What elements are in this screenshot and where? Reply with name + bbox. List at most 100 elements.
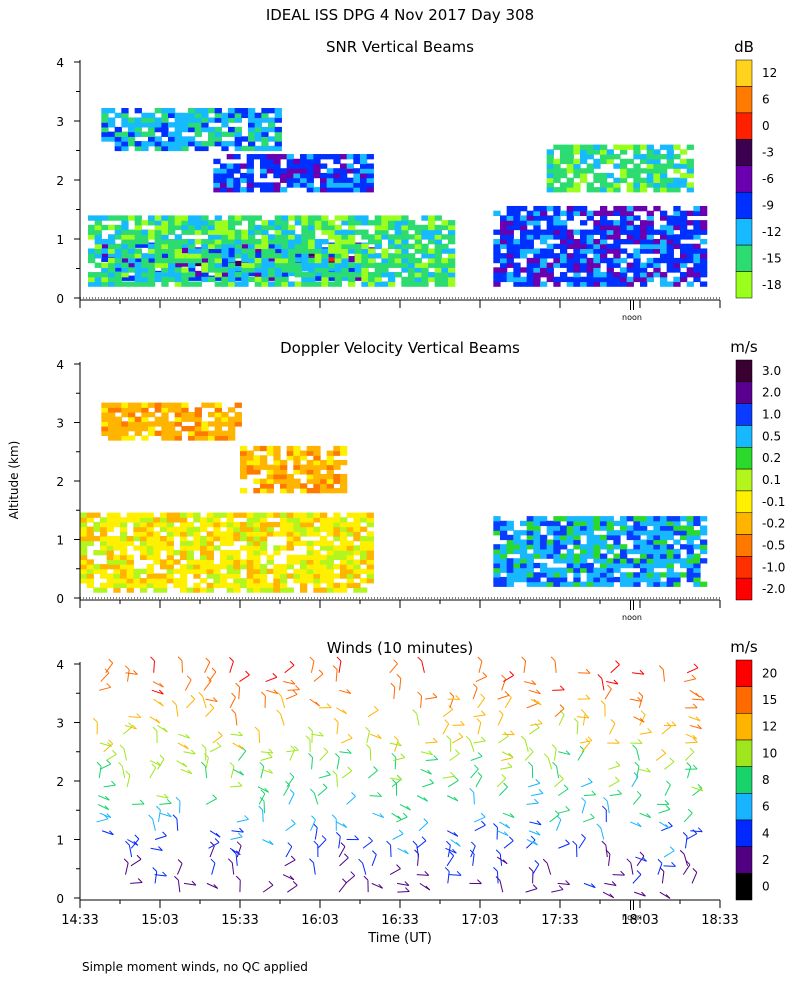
heatmap-cell	[213, 187, 221, 193]
heatmap-cell	[546, 243, 554, 250]
wind-barb-feather	[661, 749, 667, 754]
heatmap-cell	[160, 578, 168, 584]
heatmap-cell	[693, 248, 701, 254]
wind-barb	[475, 676, 487, 683]
heatmap-cell	[281, 224, 289, 231]
wind-barb-feather	[158, 846, 163, 851]
heatmap-cell	[220, 168, 228, 174]
heatmap-cell	[346, 154, 354, 160]
heatmap-cell	[154, 421, 162, 427]
heatmap-cell	[448, 229, 456, 235]
heatmap-cell	[606, 534, 614, 541]
wind-barb-feather	[400, 753, 406, 759]
heatmap-cell	[640, 548, 648, 555]
heatmap-cell	[368, 257, 376, 264]
wind-barb-feather	[92, 717, 98, 723]
heatmap-cell	[326, 478, 334, 484]
heatmap-cell	[493, 276, 501, 283]
heatmap-cell	[194, 229, 202, 235]
heatmap-cell	[140, 526, 148, 532]
wind-barb-feather	[358, 858, 363, 864]
heatmap-cell	[673, 262, 681, 268]
heatmap-cell	[80, 578, 88, 584]
heatmap-cell	[333, 473, 341, 480]
heatmap-cell	[226, 587, 234, 593]
wind-barb	[261, 768, 273, 774]
heatmap-cell	[586, 168, 594, 174]
heatmap-cell	[234, 253, 242, 259]
colorbar-label: 0.1	[762, 473, 781, 487]
heatmap-cell	[148, 122, 156, 128]
heatmap-cell	[114, 262, 122, 268]
heatmap-cell	[680, 534, 688, 541]
heatmap-cell	[101, 421, 109, 427]
heatmap-cell	[308, 220, 316, 226]
heatmap-cell	[194, 126, 202, 133]
wind-barb-feather	[535, 779, 541, 784]
heatmap-cell	[633, 239, 641, 245]
heatmap-cell	[268, 108, 276, 114]
wind-barb-feather	[406, 805, 411, 811]
heatmap-cell	[686, 243, 694, 250]
wind-barb	[317, 839, 327, 849]
wind-barb-feather	[620, 870, 625, 876]
heatmap-cell	[660, 248, 668, 254]
heatmap-cell	[126, 517, 134, 523]
heatmap-cell	[186, 521, 194, 528]
heatmap-cell	[286, 450, 294, 456]
heatmap-cell	[506, 558, 514, 564]
heatmap-cell	[666, 220, 674, 226]
wind-barb-feather	[210, 858, 216, 864]
wind-barb	[635, 856, 647, 862]
heatmap-cell	[213, 526, 221, 532]
heatmap-cell	[640, 177, 648, 183]
heatmap-cell	[626, 210, 634, 216]
heatmap-cell	[428, 234, 436, 240]
heatmap-cell	[573, 567, 581, 573]
heatmap-cell	[388, 224, 396, 231]
heatmap-cell	[673, 144, 681, 150]
heatmap-cell	[620, 163, 628, 169]
heatmap-cell	[613, 272, 621, 278]
heatmap-cell	[666, 525, 674, 531]
heatmap-cell	[340, 154, 348, 160]
heatmap-cell	[114, 131, 122, 137]
heatmap-cell	[680, 253, 688, 259]
heatmap-cell	[188, 248, 196, 254]
heatmap-cell	[348, 262, 356, 268]
heatmap-cell	[586, 276, 594, 283]
heatmap-cell	[566, 158, 574, 165]
heatmap-cell	[340, 445, 348, 452]
heatmap-cell	[680, 172, 688, 179]
heatmap-cell	[540, 215, 548, 221]
heatmap-cell	[334, 229, 342, 235]
wind-barb	[149, 767, 157, 779]
wind-barb	[526, 702, 539, 709]
wind-barb-feather	[206, 676, 212, 682]
heatmap-cell	[294, 256, 302, 263]
heatmap-cell	[646, 581, 654, 587]
wind-barb-feather	[453, 796, 459, 802]
heatmap-cell	[326, 154, 334, 160]
heatmap-cell	[573, 539, 581, 545]
colorbar-label: 12	[762, 720, 777, 734]
heatmap-cell	[214, 220, 222, 226]
wind-barb-feather	[134, 834, 140, 840]
wind-barb	[369, 733, 382, 739]
heatmap-cell	[213, 573, 221, 579]
heatmap-cell	[533, 229, 541, 235]
wind-barb-feather	[171, 700, 177, 706]
wind-barb	[530, 698, 542, 706]
heatmap-cell	[101, 251, 109, 257]
x-tick-label: 15:03	[141, 913, 178, 928]
heatmap-cell	[580, 525, 588, 531]
heatmap-cell	[653, 558, 661, 564]
heatmap-cell	[673, 177, 681, 183]
wind-barb	[604, 688, 612, 700]
heatmap-cell	[320, 473, 328, 480]
heatmap-cell	[500, 262, 508, 268]
wind-barb	[576, 722, 579, 735]
heatmap-cell	[106, 540, 114, 546]
heatmap-cell	[188, 253, 196, 259]
heatmap-cell	[560, 572, 568, 578]
